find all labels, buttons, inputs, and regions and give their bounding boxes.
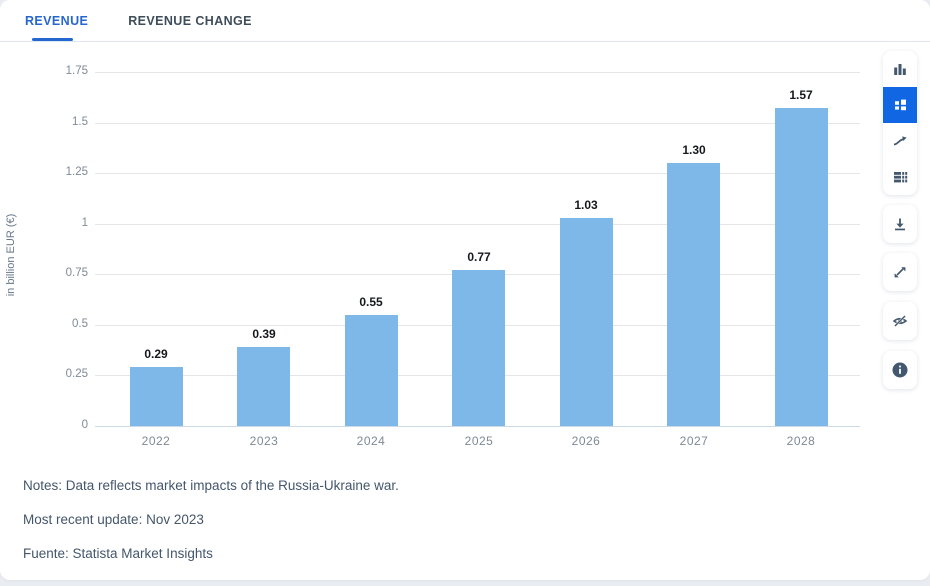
y-tick-label: 1	[81, 217, 88, 229]
trend-line-icon[interactable]	[883, 123, 917, 159]
bar-value-label: 0.55	[359, 295, 383, 309]
x-tick-label: 2024	[356, 434, 386, 448]
bar-value-label: 0.77	[467, 250, 491, 264]
bar-2023[interactable]	[237, 347, 290, 426]
bar-2028[interactable]	[775, 108, 828, 426]
expand-icon	[894, 267, 906, 278]
chart-type-switcher	[883, 51, 917, 195]
bar-value-label: 1.57	[789, 88, 813, 102]
gridline	[95, 123, 860, 124]
expand-button[interactable]	[883, 253, 917, 291]
update-line: Most recent update: Nov 2023	[23, 512, 204, 527]
info-icon	[892, 362, 908, 378]
bar-chart: in billion EUR (€) 0.29 0.39 0.55 0.77 1.03 1…	[0, 41, 930, 466]
gridline	[95, 224, 860, 225]
table-icon[interactable]	[883, 159, 917, 195]
gridline	[95, 72, 860, 73]
blocks-chart-icon[interactable]	[883, 87, 917, 123]
info-button[interactable]	[883, 351, 917, 389]
bar-value-label: 0.29	[144, 347, 168, 361]
hide-button[interactable]	[883, 302, 917, 340]
eye-off-icon	[892, 315, 908, 327]
bar-2024[interactable]	[345, 315, 398, 426]
x-tick-label: 2028	[786, 434, 816, 448]
tabs-bar: REVENUE REVENUE CHANGE	[0, 0, 930, 42]
y-tick-label: 1.5	[72, 116, 88, 128]
bar-2025[interactable]	[452, 270, 505, 426]
y-tick-label: 1.25	[65, 166, 88, 178]
bar-value-label: 1.03	[574, 198, 598, 212]
x-tick-label: 2022	[141, 434, 171, 448]
bar-2022[interactable]	[130, 367, 183, 426]
x-tick-label: 2026	[571, 434, 601, 448]
bar-value-label: 0.39	[252, 327, 276, 341]
source-line: Fuente: Statista Market Insights	[23, 546, 213, 561]
tab-revenue-label: REVENUE	[25, 13, 89, 28]
bar-2027[interactable]	[667, 163, 720, 426]
bar-2026[interactable]	[560, 218, 613, 426]
download-icon	[895, 218, 905, 231]
x-tick-label: 2023	[249, 434, 279, 448]
y-tick-label: 0.75	[65, 267, 88, 279]
bar-value-label: 1.30	[682, 143, 706, 157]
tab-revenue-change[interactable]: REVENUE CHANGE	[128, 0, 252, 41]
download-button[interactable]	[883, 205, 917, 243]
y-tick-label: 1.75	[65, 65, 88, 77]
y-tick-label: 0.5	[72, 318, 88, 330]
y-tick-label: 0.25	[65, 368, 88, 380]
x-axis-line	[95, 426, 860, 427]
notes-line: Notes: Data reflects market impacts of t…	[23, 478, 399, 493]
active-tab-underline	[32, 38, 73, 41]
x-tick-label: 2027	[679, 434, 709, 448]
y-tick-label: 0	[81, 419, 88, 431]
y-axis-title: in billion EUR (€)	[5, 213, 17, 297]
x-tick-label: 2025	[464, 434, 494, 448]
gridline	[95, 173, 860, 174]
tab-revenue-change-label: REVENUE CHANGE	[128, 13, 252, 28]
column-chart-icon[interactable]	[883, 51, 917, 87]
tab-revenue[interactable]: REVENUE	[25, 0, 88, 41]
